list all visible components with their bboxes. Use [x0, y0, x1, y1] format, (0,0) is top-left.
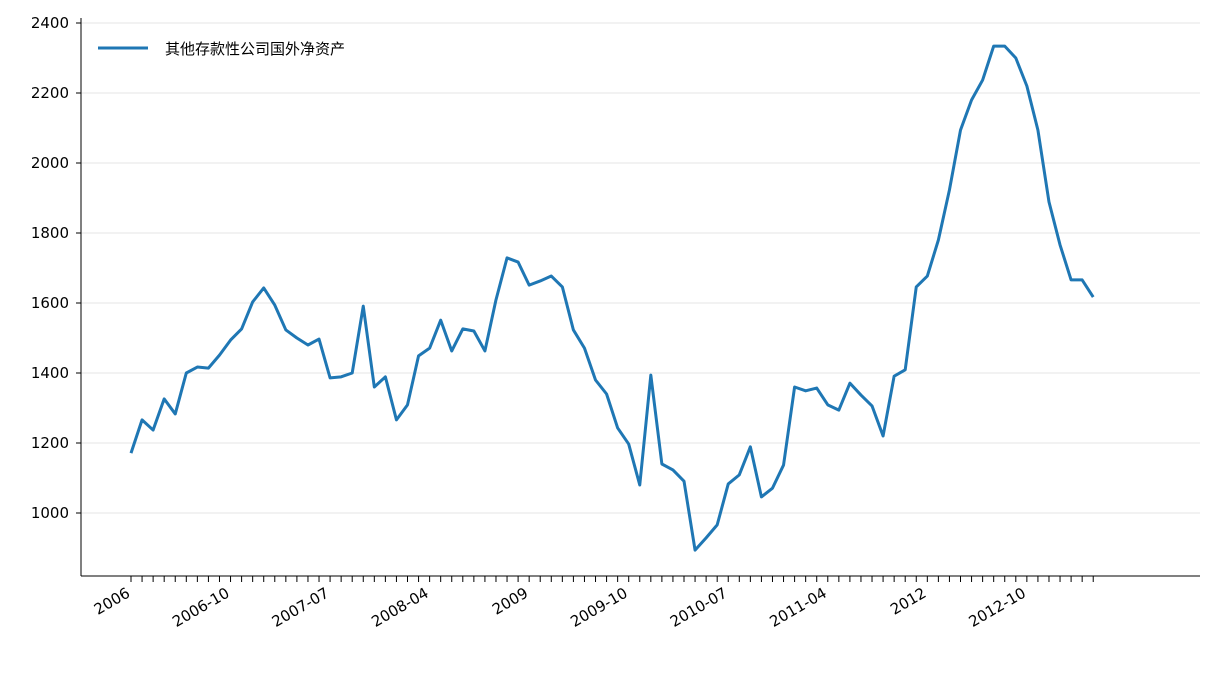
data-line — [129, 44, 1095, 552]
y-tick-label: 1000 — [31, 504, 69, 522]
x-tick-label: 2010-07 — [667, 584, 730, 631]
y-tick-label: 1200 — [31, 434, 69, 452]
x-tick-label: 2012-10 — [966, 584, 1029, 631]
x-tick-label: 2006-10 — [169, 584, 232, 631]
x-tick-label: 2006 — [91, 584, 133, 619]
x-tick-label: 2011-04 — [766, 584, 829, 631]
y-tick-label: 2400 — [31, 14, 69, 32]
y-tick-label: 1800 — [31, 224, 69, 242]
x-tick-label: 2007-07 — [269, 584, 332, 631]
x-tick-label: 2012 — [887, 584, 929, 619]
x-tick-label: 2009-10 — [567, 584, 630, 631]
y-tick-label: 2200 — [31, 84, 69, 102]
y-tick-label: 1400 — [31, 364, 69, 382]
y-tick-label: 1600 — [31, 294, 69, 312]
legend-label: 其他存款性公司国外净资产 — [165, 40, 345, 58]
x-tick-label: 2009 — [489, 584, 531, 619]
y-tick-label: 2000 — [31, 154, 69, 172]
x-tick-label: 2008-04 — [368, 584, 431, 631]
